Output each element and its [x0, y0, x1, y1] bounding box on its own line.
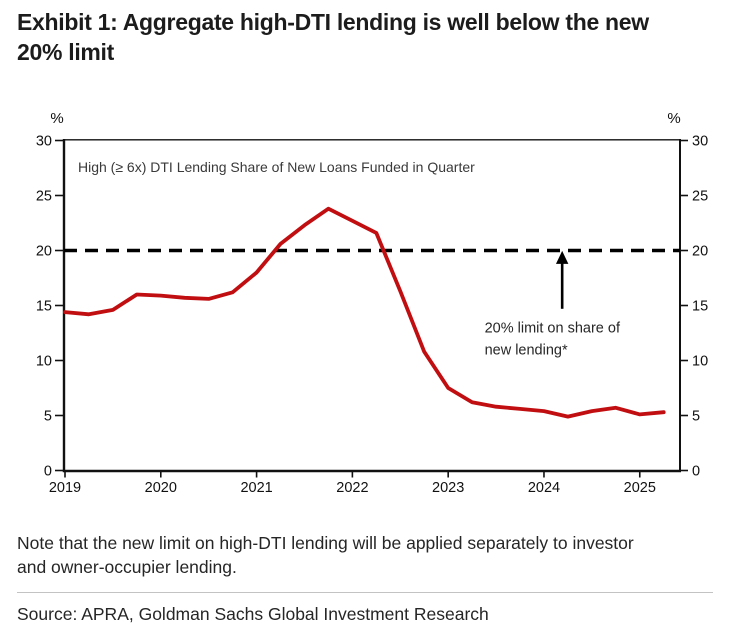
- x-tick-label: 2020: [145, 480, 177, 496]
- y-tick-label-left: 5: [44, 409, 52, 425]
- up-arrow-icon: [555, 250, 569, 264]
- y-tick-label-right: 20: [692, 244, 708, 260]
- x-tick-label: 2019: [49, 480, 81, 496]
- y-tick-label-right: 5: [692, 409, 700, 425]
- exhibit-title: Exhibit 1: Aggregate high-DTI lending is…: [17, 7, 723, 67]
- y-tick-label-right: 15: [692, 299, 708, 315]
- chart-inner-title: High (≥ 6x) DTI Lending Share of New Loa…: [78, 159, 475, 175]
- source-text: Source: APRA, Goldman Sachs Global Inves…: [17, 604, 489, 624]
- y-tick-label-left: 30: [36, 134, 52, 150]
- y-tick-label-right: 25: [692, 189, 708, 205]
- y-unit-label-left: %: [50, 110, 63, 127]
- note-text: Note that the new limit on high-DTI lend…: [17, 531, 723, 579]
- x-tick-label: 2022: [336, 480, 368, 496]
- x-tick-label: 2023: [432, 480, 464, 496]
- x-tick-label: 2025: [624, 480, 656, 496]
- y-tick-label-right: 10: [692, 354, 708, 370]
- y-tick-label-left: 0: [44, 464, 52, 480]
- y-tick-label-left: 20: [36, 244, 52, 260]
- y-tick-label-right: 0: [692, 464, 700, 480]
- y-tick-label-left: 10: [36, 354, 52, 370]
- dti-share-line: [63, 206, 666, 419]
- x-tick-label: 2024: [528, 480, 560, 496]
- limit-annotation-line1: 20% limit on share of: [485, 320, 621, 336]
- x-tick-label: 2021: [240, 480, 272, 496]
- divider-line: [17, 592, 713, 593]
- y-unit-label-right: %: [667, 110, 680, 127]
- y-tick-label-left: 25: [36, 189, 52, 205]
- limit-annotation-line2: new lending*: [485, 342, 568, 358]
- note-line2: and owner-occupier lending.: [17, 557, 237, 577]
- exhibit-title-line1: Exhibit 1: Aggregate high-DTI lending is…: [17, 9, 649, 35]
- exhibit-title-line2: 20% limit: [17, 39, 115, 65]
- y-tick-label-left: 15: [36, 299, 52, 315]
- y-tick-label-right: 30: [692, 134, 708, 150]
- note-line1: Note that the new limit on high-DTI lend…: [17, 533, 634, 553]
